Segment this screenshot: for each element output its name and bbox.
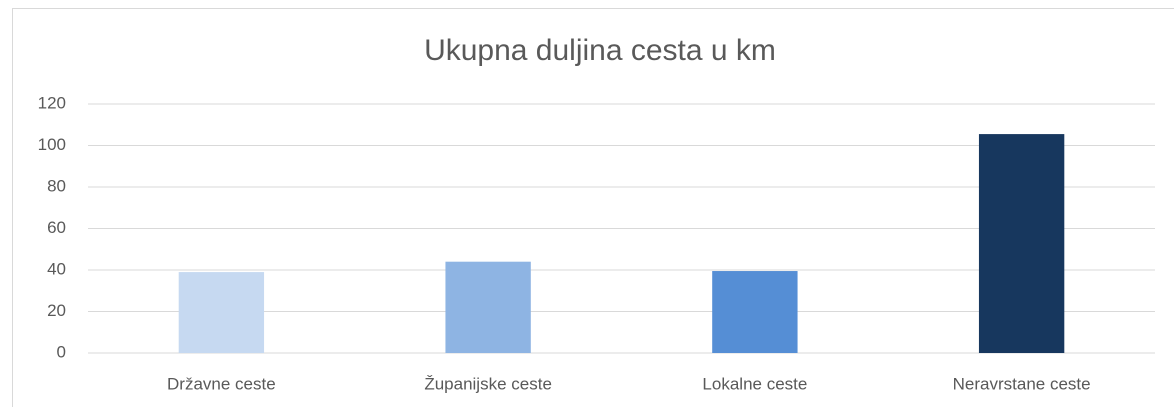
y-tick-label: 40 — [47, 259, 66, 278]
x-tick-label: Neravrstane ceste — [953, 374, 1091, 393]
y-tick-label: 60 — [47, 218, 66, 237]
x-tick-label: Lokalne ceste — [702, 374, 807, 393]
x-tick-label: Županijske ceste — [424, 374, 552, 393]
bar — [712, 271, 798, 353]
chart-title: Ukupna duljina cesta u km — [424, 34, 776, 67]
x-tick-label: Državne ceste — [167, 374, 276, 393]
y-tick-label: 120 — [38, 93, 66, 112]
bar — [445, 261, 531, 353]
bar — [178, 272, 265, 353]
bar — [978, 134, 1065, 353]
y-tick-label: 80 — [47, 176, 66, 195]
y-tick-label: 0 — [57, 342, 66, 361]
y-tick-label: 100 — [38, 135, 66, 154]
y-tick-label: 20 — [47, 301, 66, 320]
